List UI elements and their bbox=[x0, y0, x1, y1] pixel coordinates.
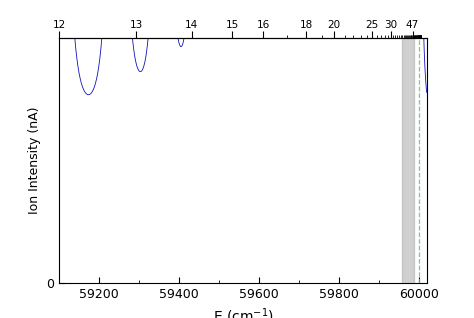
Y-axis label: Ion Intensity (nA): Ion Intensity (nA) bbox=[28, 107, 41, 214]
X-axis label: E (cm$^{-1}$): E (cm$^{-1}$) bbox=[212, 307, 273, 318]
Bar bbox=[402, 38, 414, 283]
